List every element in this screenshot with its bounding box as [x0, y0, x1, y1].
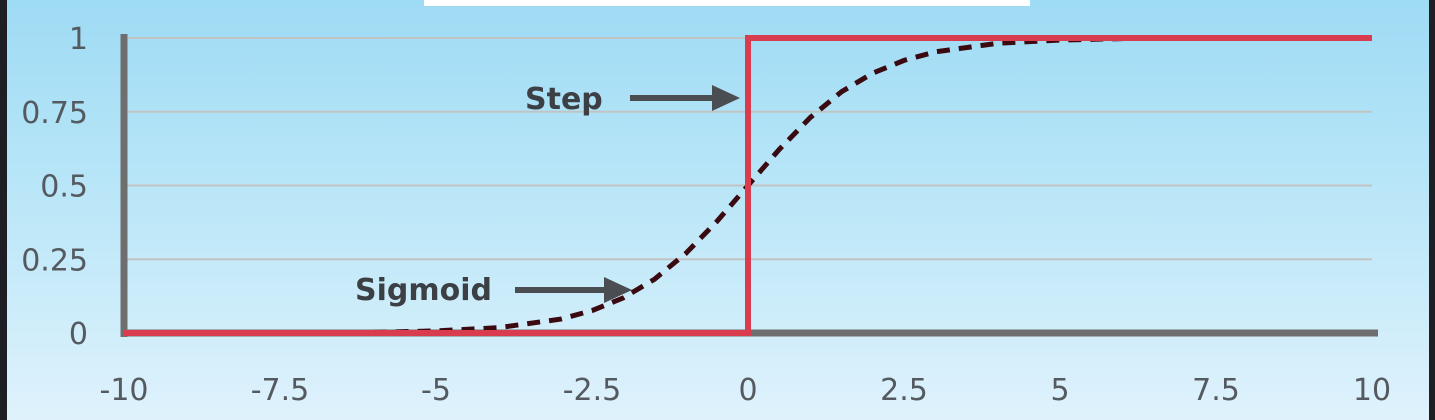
x-tick-label: 5: [1050, 373, 1069, 408]
x-tick-label: 10: [1353, 373, 1391, 408]
x-tick-label: -7.5: [251, 373, 310, 408]
annotation-label-step: Step: [525, 82, 603, 117]
y-tick-label: 0.75: [21, 96, 88, 131]
series-line-step: [124, 35, 1372, 336]
annotation-arrow-head: [712, 85, 740, 111]
x-tick-label: -5: [421, 373, 451, 408]
y-tick-label: 1: [69, 22, 88, 57]
x-tick-label: 7.5: [1192, 373, 1240, 408]
right-frame-edge: [1429, 0, 1435, 420]
x-tick-label: 0: [738, 373, 757, 408]
tick-labels: 0 0.25 0.5 0.75 1 -10 -7.5 -5 -2.5 0 2.5 5 7.5 10: [21, 22, 1391, 408]
annotations: Step Sigmoid: [355, 82, 740, 308]
annotation-arrow-head: [604, 277, 632, 303]
left-frame-edge: [0, 0, 7, 420]
y-tick-label: 0.25: [21, 243, 88, 278]
top-panel: [424, 0, 1030, 6]
x-tick-label: -2.5: [563, 373, 622, 408]
series: [124, 35, 1372, 336]
y-tick-label: 0: [69, 317, 88, 352]
x-tick-label: -10: [100, 373, 149, 408]
annotation-label-sigmoid: Sigmoid: [355, 273, 492, 308]
x-tick-label: 2.5: [880, 373, 928, 408]
y-tick-label: 0.5: [40, 170, 88, 205]
